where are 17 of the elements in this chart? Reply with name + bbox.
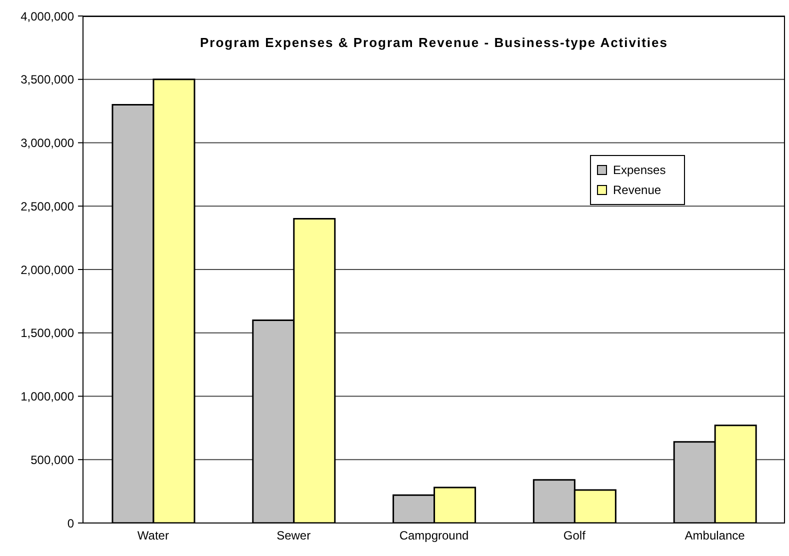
legend-label: Revenue — [613, 182, 662, 199]
x-tick-label: Sewer — [276, 528, 311, 543]
x-tick-label: Ambulance — [684, 528, 746, 543]
legend-label: Expenses — [613, 162, 666, 179]
y-tick-label: 3,500,000 — [20, 72, 74, 87]
y-tick-label: 0 — [67, 516, 74, 530]
x-tick-label: Water — [137, 528, 169, 543]
y-tick-label: 500,000 — [30, 452, 74, 467]
y-tick-label: 1,000,000 — [20, 390, 74, 404]
y-tick-label: 1,500,000 — [20, 326, 74, 340]
text: Program Expenses & Program Revenue - Business-type Activities — [199, 35, 669, 50]
y-tick-label: 2,500,000 — [20, 199, 74, 214]
x-tick-label: Campground — [399, 528, 469, 543]
y-tick-label: 2,000,000 — [20, 262, 74, 277]
x-tick-label: Golf — [563, 528, 586, 543]
y-tick-label: 3,000,000 — [20, 136, 74, 150]
y-tick-label: 4,000,000 — [20, 9, 74, 24]
